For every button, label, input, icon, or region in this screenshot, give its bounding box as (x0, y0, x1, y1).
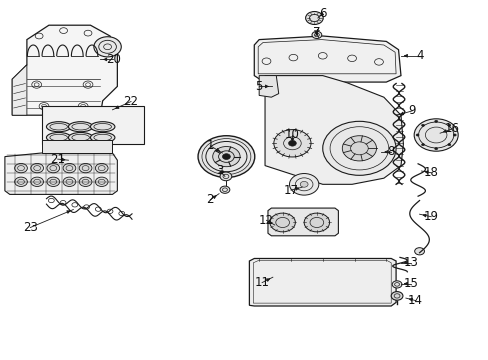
Text: 2: 2 (206, 193, 214, 206)
Circle shape (198, 136, 254, 177)
Text: 19: 19 (423, 210, 438, 223)
Circle shape (288, 140, 296, 146)
Circle shape (31, 163, 43, 173)
Circle shape (421, 124, 424, 126)
Text: 10: 10 (285, 129, 299, 141)
Circle shape (414, 248, 424, 255)
Polygon shape (12, 25, 117, 115)
Text: 15: 15 (403, 277, 417, 290)
Circle shape (79, 177, 92, 186)
Circle shape (311, 31, 321, 39)
Circle shape (289, 174, 318, 195)
Text: 11: 11 (254, 276, 269, 289)
Ellipse shape (90, 122, 115, 132)
Text: 13: 13 (403, 256, 417, 269)
Ellipse shape (90, 132, 115, 143)
Text: 1: 1 (206, 139, 214, 152)
Text: 12: 12 (259, 214, 273, 227)
Circle shape (79, 163, 92, 173)
Circle shape (63, 163, 76, 173)
Polygon shape (254, 36, 400, 82)
Circle shape (269, 213, 295, 232)
Ellipse shape (68, 132, 93, 143)
Circle shape (304, 213, 329, 232)
Text: 17: 17 (283, 184, 298, 197)
Text: 18: 18 (423, 166, 438, 179)
Polygon shape (267, 208, 338, 236)
Text: 4: 4 (416, 49, 424, 62)
Circle shape (390, 292, 402, 300)
Circle shape (220, 186, 229, 193)
Circle shape (434, 148, 437, 150)
Text: 8: 8 (386, 145, 394, 158)
Circle shape (15, 177, 27, 186)
Circle shape (452, 134, 455, 136)
Text: 14: 14 (407, 294, 422, 307)
Ellipse shape (68, 122, 93, 132)
Polygon shape (41, 140, 112, 153)
Circle shape (391, 281, 401, 288)
Circle shape (300, 181, 307, 187)
Circle shape (95, 177, 108, 186)
Text: 3: 3 (216, 165, 224, 177)
Circle shape (434, 120, 437, 122)
Text: 16: 16 (444, 122, 459, 135)
Bar (41, 106, 144, 144)
Circle shape (421, 144, 424, 146)
Circle shape (222, 154, 230, 159)
Text: 22: 22 (123, 95, 138, 108)
Polygon shape (264, 76, 403, 184)
Text: 6: 6 (318, 7, 326, 20)
Circle shape (47, 163, 60, 173)
Polygon shape (249, 258, 395, 306)
Polygon shape (5, 153, 117, 194)
Circle shape (15, 163, 27, 173)
Circle shape (415, 134, 418, 136)
Polygon shape (259, 76, 278, 97)
Ellipse shape (46, 122, 71, 132)
Circle shape (63, 177, 76, 186)
Circle shape (212, 147, 240, 167)
Circle shape (31, 177, 43, 186)
Circle shape (220, 172, 231, 181)
Text: 9: 9 (407, 104, 415, 117)
Circle shape (342, 136, 376, 161)
Circle shape (94, 37, 121, 57)
Polygon shape (12, 65, 27, 115)
Ellipse shape (46, 132, 71, 143)
Text: 5: 5 (255, 80, 263, 93)
Circle shape (447, 144, 450, 146)
Text: 7: 7 (312, 26, 320, 39)
Text: 20: 20 (106, 53, 121, 66)
Text: 23: 23 (23, 221, 38, 234)
Circle shape (447, 124, 450, 126)
Circle shape (322, 121, 395, 175)
Circle shape (47, 177, 60, 186)
Circle shape (95, 163, 108, 173)
Text: 21: 21 (50, 153, 65, 166)
Circle shape (305, 12, 323, 24)
Circle shape (413, 119, 457, 151)
Circle shape (273, 130, 310, 157)
